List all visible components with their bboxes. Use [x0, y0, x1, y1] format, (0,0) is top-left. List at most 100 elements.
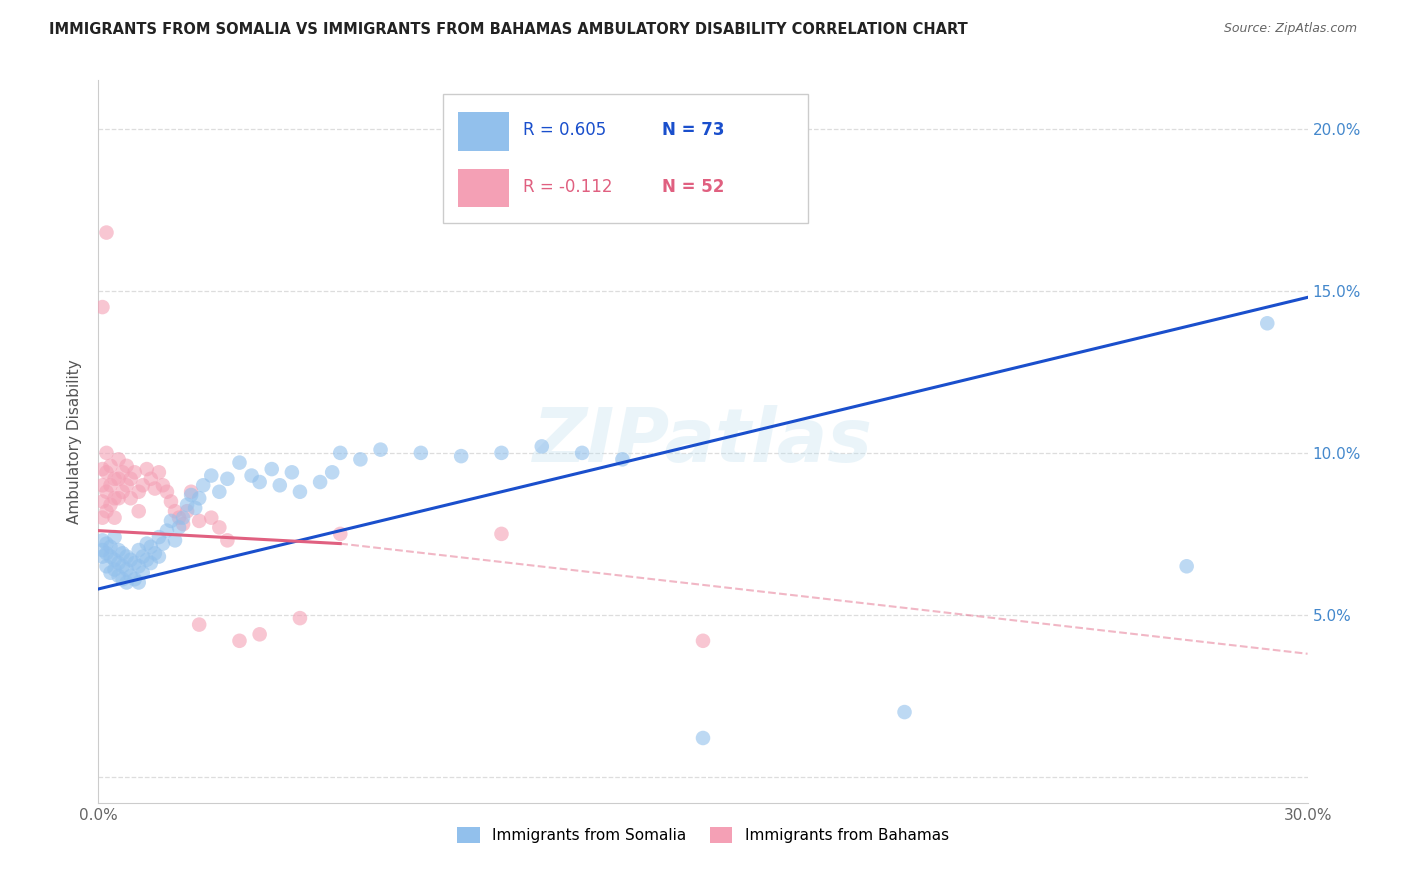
- Text: R = 0.605: R = 0.605: [523, 121, 606, 139]
- Point: [100, 498, 122, 512]
- FancyBboxPatch shape: [457, 112, 509, 151]
- Point: [692, 633, 714, 648]
- Point: [115, 458, 138, 473]
- Legend: Immigrants from Somalia, Immigrants from Bahamas: Immigrants from Somalia, Immigrants from…: [451, 822, 955, 849]
- Point: [148, 530, 170, 544]
- Point: [124, 466, 146, 480]
- Point: [91, 300, 114, 314]
- Point: [208, 484, 231, 499]
- Point: [120, 491, 142, 506]
- Point: [1256, 316, 1278, 330]
- Point: [107, 569, 129, 583]
- Point: [120, 472, 142, 486]
- Point: [188, 617, 211, 632]
- Point: [107, 543, 129, 558]
- Point: [100, 458, 122, 473]
- Point: [120, 553, 142, 567]
- Point: [309, 475, 332, 489]
- Point: [96, 546, 118, 560]
- Point: [100, 540, 122, 554]
- Point: [217, 472, 239, 486]
- Point: [208, 520, 231, 534]
- Point: [160, 494, 183, 508]
- Text: Source: ZipAtlas.com: Source: ZipAtlas.com: [1223, 22, 1357, 36]
- FancyBboxPatch shape: [457, 169, 509, 208]
- Point: [491, 527, 513, 541]
- Point: [107, 556, 129, 570]
- Point: [172, 517, 194, 532]
- Point: [288, 484, 311, 499]
- Point: [128, 504, 150, 518]
- Point: [100, 478, 122, 492]
- Point: [96, 446, 118, 460]
- Point: [111, 559, 134, 574]
- Point: [139, 472, 162, 486]
- Point: [128, 575, 150, 590]
- Point: [893, 705, 915, 719]
- Point: [96, 559, 118, 574]
- Point: [115, 562, 138, 576]
- Point: [152, 536, 174, 550]
- Point: [132, 478, 155, 492]
- Point: [148, 466, 170, 480]
- Point: [111, 572, 134, 586]
- Point: [96, 466, 118, 480]
- Point: [349, 452, 371, 467]
- Point: [163, 533, 186, 548]
- Point: [249, 627, 271, 641]
- Point: [91, 478, 114, 492]
- Point: [571, 446, 593, 460]
- Point: [200, 468, 222, 483]
- FancyBboxPatch shape: [443, 94, 808, 223]
- Point: [103, 553, 125, 567]
- Y-axis label: Ambulatory Disability: Ambulatory Disability: [67, 359, 83, 524]
- Point: [128, 543, 150, 558]
- Point: [217, 533, 239, 548]
- Point: [228, 456, 250, 470]
- Point: [128, 484, 150, 499]
- Point: [692, 731, 714, 745]
- Point: [163, 504, 186, 518]
- Point: [143, 482, 166, 496]
- Point: [91, 462, 114, 476]
- Point: [139, 556, 162, 570]
- Point: [160, 514, 183, 528]
- Point: [107, 452, 129, 467]
- Point: [111, 484, 134, 499]
- Point: [103, 491, 125, 506]
- Point: [91, 543, 114, 558]
- Point: [240, 468, 263, 483]
- Point: [91, 549, 114, 564]
- Point: [450, 449, 472, 463]
- Point: [135, 536, 157, 550]
- Point: [180, 488, 202, 502]
- Point: [156, 524, 179, 538]
- Point: [103, 510, 125, 524]
- Point: [176, 504, 198, 518]
- Point: [100, 549, 122, 564]
- Point: [329, 446, 352, 460]
- Point: [200, 510, 222, 524]
- Point: [107, 472, 129, 486]
- Point: [91, 533, 114, 548]
- Point: [193, 478, 215, 492]
- Point: [188, 514, 211, 528]
- Point: [91, 494, 114, 508]
- Point: [103, 472, 125, 486]
- Point: [409, 446, 432, 460]
- Text: ZIPatlas: ZIPatlas: [533, 405, 873, 478]
- Point: [148, 549, 170, 564]
- Point: [188, 491, 211, 506]
- Point: [115, 575, 138, 590]
- Point: [115, 549, 138, 564]
- Point: [184, 500, 207, 515]
- Point: [111, 546, 134, 560]
- Point: [228, 633, 250, 648]
- Point: [107, 491, 129, 506]
- Point: [491, 446, 513, 460]
- Point: [269, 478, 291, 492]
- Text: IMMIGRANTS FROM SOMALIA VS IMMIGRANTS FROM BAHAMAS AMBULATORY DISABILITY CORRELA: IMMIGRANTS FROM SOMALIA VS IMMIGRANTS FR…: [49, 22, 967, 37]
- Point: [1175, 559, 1198, 574]
- Point: [530, 439, 553, 453]
- Point: [176, 498, 198, 512]
